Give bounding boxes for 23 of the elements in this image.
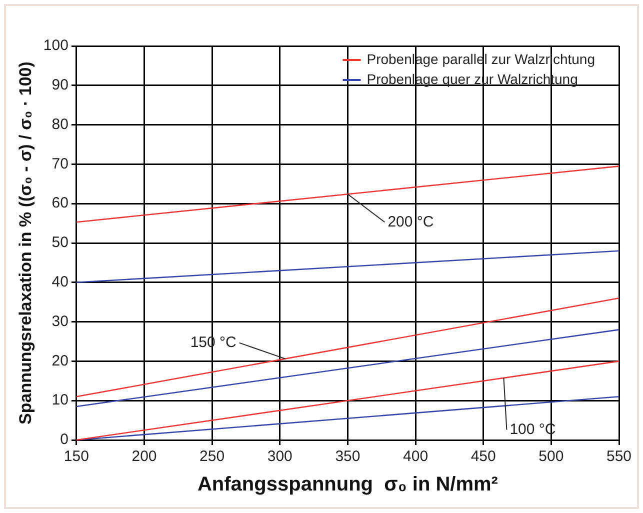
y-tick-label: 100 bbox=[43, 37, 68, 54]
y-tick-label: 80 bbox=[52, 116, 68, 133]
y-tick-label: 50 bbox=[52, 234, 68, 252]
y-tick-label: 90 bbox=[52, 76, 68, 94]
x-tick-label: 250 bbox=[200, 448, 225, 466]
y-axis-title: Spannungsrelaxation in % ((σ₀ - σ) / σ₀ · 100) bbox=[16, 62, 35, 424]
y-tick-label: 20 bbox=[52, 352, 68, 370]
x-tick-label: 150 bbox=[64, 448, 89, 466]
annotation: 200 °C bbox=[388, 213, 434, 230]
x-tick-label: 350 bbox=[335, 448, 360, 466]
y-tick-label: 10 bbox=[52, 392, 68, 409]
x-tick-label: 500 bbox=[538, 448, 564, 466]
y-tick-label: 40 bbox=[52, 274, 68, 291]
y-tick-label: 0 bbox=[60, 431, 68, 448]
x-axis-title: Anfangsspannung σ₀ in N/mm² bbox=[197, 474, 498, 496]
y-tick-label: 70 bbox=[52, 155, 68, 172]
x-tick-label: 550 bbox=[606, 448, 632, 466]
x-tick-label: 450 bbox=[470, 448, 496, 466]
y-tick-label: 60 bbox=[52, 194, 68, 212]
y-tick-label: 30 bbox=[52, 312, 68, 330]
x-tick-label: 200 bbox=[132, 448, 157, 466]
x-tick-label: 400 bbox=[403, 448, 428, 466]
x-tick-label: 300 bbox=[267, 448, 292, 466]
